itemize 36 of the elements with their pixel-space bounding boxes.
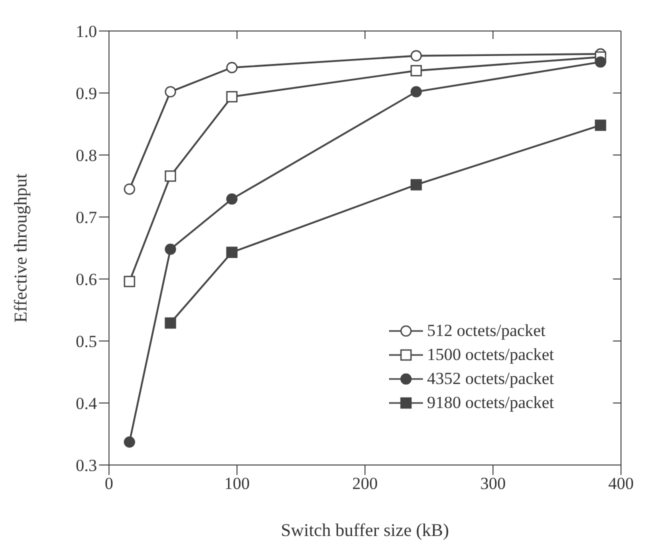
y-tick-label: 0.7 [76, 208, 98, 228]
point [124, 183, 136, 195]
x-tick-label: 100 [224, 474, 250, 494]
point [164, 317, 176, 329]
point [410, 86, 422, 98]
point [226, 193, 238, 205]
point [226, 91, 238, 102]
y-tick-label: 0.9 [76, 84, 97, 104]
x-tick-label: 200 [352, 474, 378, 494]
point [410, 179, 422, 190]
y-tick-label: 0.8 [76, 146, 97, 166]
point [164, 170, 176, 182]
legend-label: 1500 octets/packet [427, 345, 554, 365]
y-tick-label: 1.0 [76, 22, 97, 42]
point [124, 436, 136, 448]
point [226, 246, 238, 258]
y-tick-label: 0.3 [76, 456, 97, 476]
x-tick-label: 300 [480, 474, 506, 494]
y-axis-title: Effective throughput [10, 173, 30, 323]
y-tick-label: 0.5 [76, 332, 97, 352]
point [124, 276, 136, 288]
x-tick-label: 0 [104, 474, 114, 494]
point [410, 65, 422, 76]
legend-label: 4352 octets/packet [427, 369, 554, 389]
point [226, 62, 238, 74]
x-tick-label: 400 [608, 474, 634, 494]
y-tick-label: 0.4 [76, 394, 98, 414]
point [594, 120, 606, 131]
x-axis-title: Switch buffer size (kB) [280, 520, 450, 540]
legend-label: 512 octets/packet [427, 321, 546, 341]
point [164, 244, 176, 255]
point [594, 56, 606, 68]
y-tick-label: 0.6 [76, 270, 97, 290]
point [410, 50, 422, 62]
point [164, 86, 176, 98]
legend-label: 9180 octets/packet [427, 393, 554, 413]
